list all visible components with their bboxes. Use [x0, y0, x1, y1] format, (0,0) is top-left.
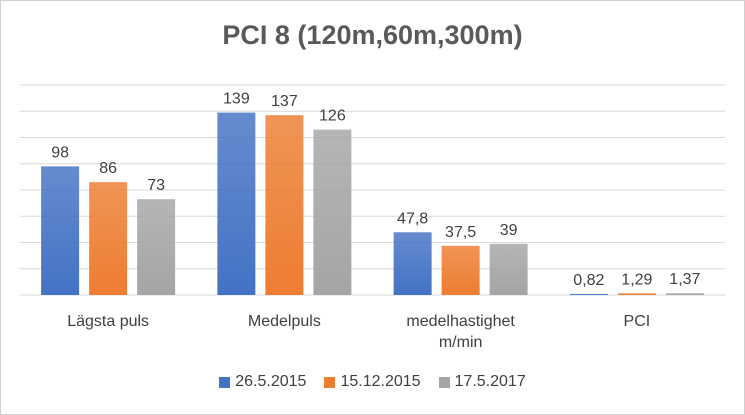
category-label-1: Medelpuls [248, 313, 321, 330]
value-label-2-1: 126 [319, 108, 346, 125]
chart-title: PCI 8 (120m,60m,300m) [222, 20, 523, 50]
category-label-2: medelhastighet [406, 313, 515, 330]
legend-label-0: 26.5.2015 [235, 373, 307, 390]
value-label-1-3: 1,29 [621, 271, 652, 288]
value-label-1-0: 86 [99, 160, 117, 177]
value-label-2-3: 1,37 [669, 271, 700, 288]
bar-0-0 [41, 166, 80, 295]
legend: 26.5.2015 15.12.2015 17.5.2017 [0, 373, 745, 391]
bars [41, 112, 704, 295]
bar-1-2 [441, 245, 480, 295]
bar-2-1 [313, 129, 352, 295]
bar-2-0 [137, 199, 176, 295]
value-label-2-2: 39 [500, 222, 518, 239]
bar-0-2 [393, 232, 432, 295]
legend-item-2: 17.5.2017 [438, 373, 526, 391]
value-label-1-1: 137 [271, 93, 298, 110]
legend-label-1: 15.12.2015 [340, 373, 421, 390]
bar-2-2 [489, 243, 528, 295]
bar-1-1 [265, 115, 304, 295]
bar-0-1 [217, 112, 256, 295]
legend-item-0: 26.5.2015 [219, 373, 306, 391]
value-labels: 98 86 73 139 137 126 47,8 37,5 39 0,82 1,29 1,37 [51, 91, 700, 289]
value-label-0-2: 47,8 [397, 210, 428, 227]
legend-swatch-1 [324, 376, 336, 388]
value-label-2-0: 73 [147, 177, 165, 194]
bar-2-3 [665, 293, 704, 295]
legend-swatch-2 [438, 376, 450, 388]
category-label-0: Lägsta puls [67, 313, 149, 330]
category-labels: Lägsta puls Medelpuls medelhastighet m/min P… [67, 313, 650, 351]
legend-item-1: 15.12.2015 [324, 373, 421, 391]
value-label-0-0: 98 [51, 144, 69, 161]
bar-0-3 [569, 293, 608, 295]
category-label-3: PCI [624, 313, 651, 330]
bar-1-0 [89, 182, 128, 295]
bar-1-3 [617, 293, 656, 295]
value-label-1-2: 37,5 [445, 224, 476, 241]
legend-swatch-0 [219, 376, 231, 388]
category-label-2: m/min [439, 334, 483, 351]
legend-label-2: 17.5.2017 [454, 373, 526, 390]
value-label-0-1: 139 [223, 91, 250, 108]
value-label-0-3: 0,82 [573, 272, 604, 289]
